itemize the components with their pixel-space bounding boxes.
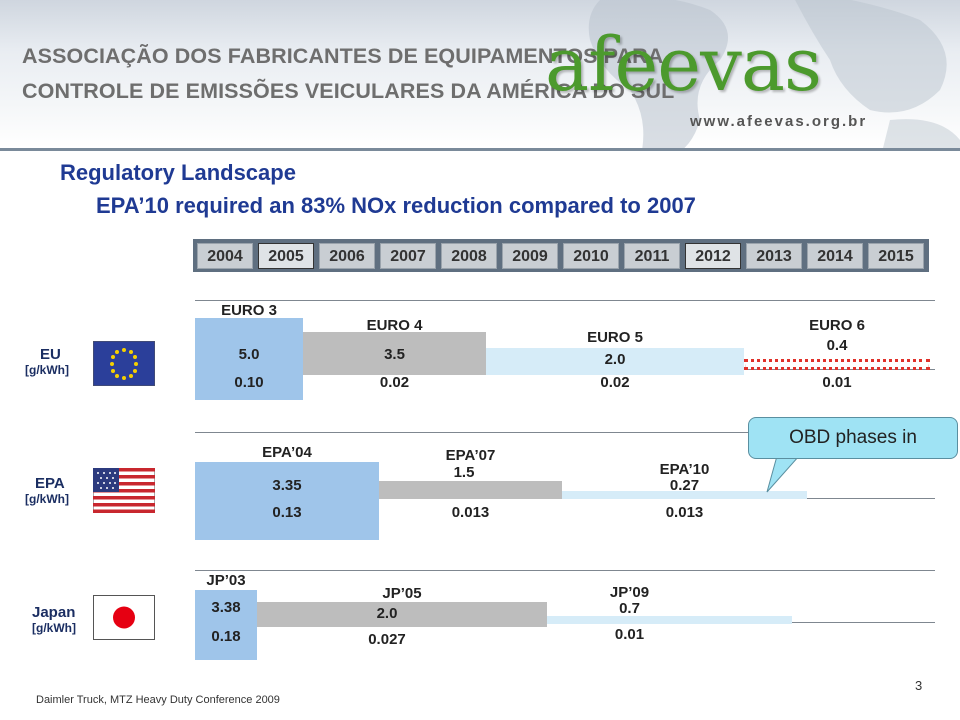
afeevas-logo: afeevas [545, 22, 822, 108]
year-cell: 2008 [441, 243, 497, 269]
euro3-bar [195, 318, 303, 400]
euro6-label: EURO 6 [809, 317, 865, 334]
japan-region-label: Japan [32, 604, 76, 621]
us-flag-icon [93, 468, 155, 513]
euro3-nox: 5.0 [238, 346, 260, 363]
year-cell: 2005 [258, 243, 314, 269]
jp05-bar [257, 602, 547, 627]
epa07-label: EPA’07 [445, 447, 496, 464]
source-footnote: Daimler Truck, MTZ Heavy Duty Conference… [36, 694, 280, 706]
epa10-pm: 0.013 [665, 504, 704, 521]
euro4-bar [303, 332, 486, 375]
eu-flag-icon [93, 341, 155, 386]
euro5-label: EURO 5 [587, 329, 643, 346]
epa04-label: EPA’04 [262, 444, 312, 461]
year-cell: 2006 [319, 243, 375, 269]
japan-flag-icon [93, 595, 155, 640]
website-url: www.afeevas.org.br [690, 113, 868, 130]
jp09-pm: 0.01 [614, 626, 645, 643]
epa04-bar [195, 462, 379, 540]
jp03-label: JP’03 [206, 572, 246, 589]
year-cell: 2009 [502, 243, 558, 269]
epa10-bar [562, 491, 807, 499]
eu-region-label: EU [40, 346, 61, 363]
euro3-label: EURO 3 [221, 302, 277, 319]
euro4-label: EURO 4 [366, 317, 423, 334]
org-name-line1: ASSOCIAÇÃO DOS FABRICANTES DE EQUIPAMENT… [22, 44, 664, 68]
euro5-nox: 2.0 [604, 351, 626, 368]
year-cell: 2012 [685, 243, 741, 269]
japan-unit-label: [g/kWh] [32, 621, 76, 635]
slide-subtitle: EPA’10 required an 83% NOx reduction com… [96, 193, 696, 218]
jp09-nox: 0.7 [619, 600, 640, 617]
gridline [195, 300, 935, 301]
header-banner: ASSOCIAÇÃO DOS FABRICANTES DE EQUIPAMENT… [0, 0, 960, 148]
world-map-graphic [588, 0, 960, 148]
jp03-pm: 0.18 [211, 628, 241, 645]
euro5-bar [486, 348, 744, 375]
year-cell: 2004 [197, 243, 253, 269]
year-cell: 2014 [807, 243, 863, 269]
epa10-label: EPA’10 [659, 461, 710, 478]
epa07-pm: 0.013 [451, 504, 490, 521]
callout-pointer [766, 456, 800, 493]
year-cell: 2013 [746, 243, 802, 269]
jp09-label: JP’09 [609, 584, 650, 601]
org-name-line2: CONTROLE DE EMISSÕES VEICULARES DA AMÉRI… [22, 79, 675, 103]
year-cell: 2010 [563, 243, 619, 269]
year-cell: 2015 [868, 243, 924, 269]
header-divider [0, 148, 960, 151]
slide-title: Regulatory Landscape [60, 160, 296, 185]
page-number: 3 [915, 678, 923, 693]
jp09-bar [547, 616, 792, 624]
epa10-nox: 0.27 [669, 477, 700, 494]
epa04-nox: 3.35 [272, 477, 302, 494]
euro3-pm: 0.10 [234, 374, 264, 391]
year-cell: 2007 [380, 243, 436, 269]
jp05-pm: 0.027 [368, 631, 406, 648]
jp05-label: JP’05 [382, 585, 422, 602]
jp03-bar [195, 590, 257, 660]
euro6-bar [744, 359, 930, 370]
euro4-pm: 0.02 [379, 374, 410, 391]
euro6-pm: 0.01 [822, 374, 852, 391]
euro4-nox: 3.5 [384, 346, 405, 363]
year-timeline-bar [193, 239, 929, 272]
year-cell: 2011 [624, 243, 680, 269]
epa-unit-label: [g/kWh] [25, 492, 69, 506]
euro6-nox: 0.4 [826, 337, 848, 354]
epa07-nox: 1.5 [453, 464, 475, 481]
gridline [195, 432, 935, 433]
eu-unit-label: [g/kWh] [25, 363, 69, 377]
epa-region-label: EPA [35, 475, 65, 492]
jp03-nox: 3.38 [211, 599, 241, 616]
epa04-pm: 0.13 [272, 504, 302, 521]
euro5-pm: 0.02 [600, 374, 630, 391]
epa07-bar [379, 481, 562, 499]
obd-callout: OBD phases in [748, 417, 958, 459]
jp05-nox: 2.0 [376, 605, 398, 622]
gridline [195, 570, 935, 571]
